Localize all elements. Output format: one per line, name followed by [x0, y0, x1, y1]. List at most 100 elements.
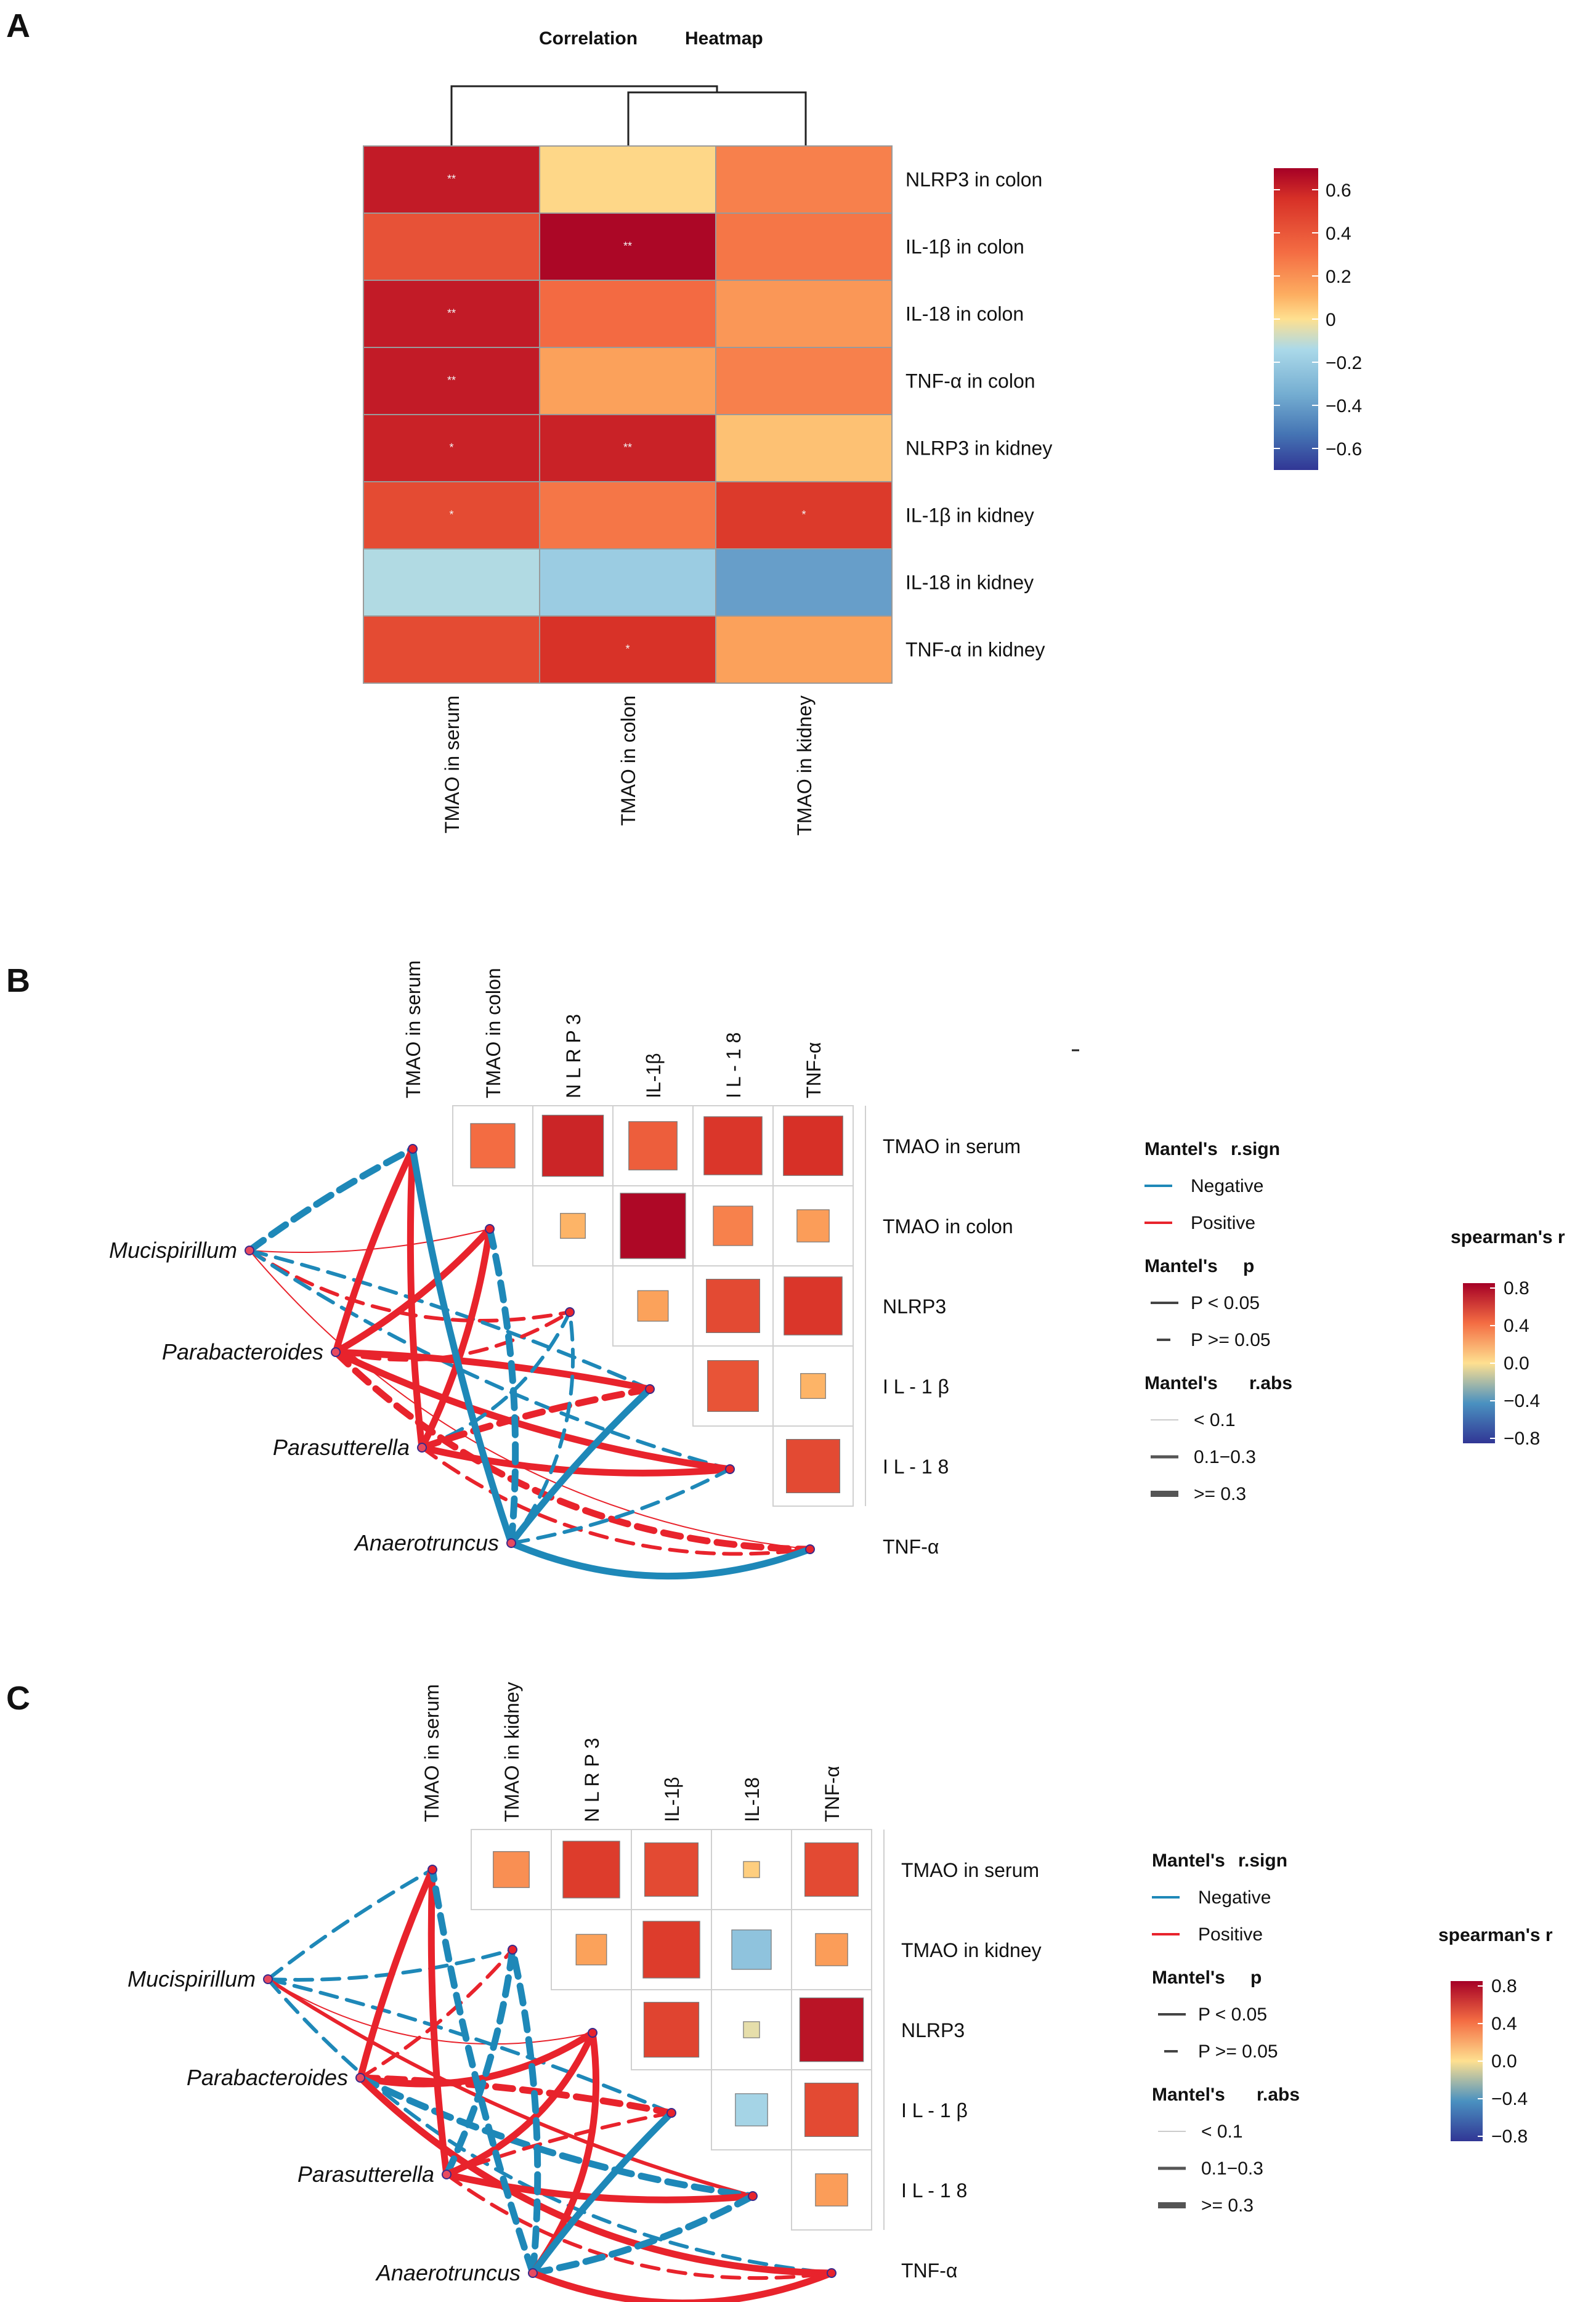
heatmap-row-label: NLRP3 in colon [905, 169, 1042, 191]
correlation-square [470, 1123, 516, 1169]
heatmap-cell [539, 347, 716, 415]
heatmap-column-label: TMAO in serum [441, 695, 463, 833]
network-row-label: I L - 1 8 [883, 1456, 949, 1478]
correlation-grid [452, 1105, 866, 1507]
panel-b: B TMAO in serum TMAO in colon N L R P 3 IL-… [6, 960, 1565, 1580]
colorbar-a-tick-label: −0.2 [1326, 353, 1362, 373]
heatmap-cell [715, 213, 893, 281]
correlation-square [804, 1842, 859, 1897]
network-column-label: IL-1β [661, 1777, 683, 1822]
network-column-labels: TMAO in serum TMAO in kidney N L R P 3 IL-1… [421, 1682, 843, 1822]
mantel-link [445, 2173, 833, 2280]
network-row-label: I L - 1 β [901, 2099, 968, 2122]
correlation-square [706, 1279, 760, 1333]
network-row-labels: TMAO in serum TMAO in colon NLRP3 I L - 1 β… [883, 1135, 1021, 1558]
significance-mark: * [625, 643, 630, 655]
taxon-label: Parabacteroides [187, 2065, 348, 2090]
heatmap-cell [715, 347, 893, 415]
significance-mark: ** [447, 173, 456, 185]
mantel-link [509, 1946, 541, 2277]
colorbar-tick-label: 0.4 [1491, 2014, 1517, 2034]
correlation-square [815, 1933, 848, 1966]
mantel-link [332, 1145, 416, 1356]
heatmap-column-labels: TMAO in serum TMAO in colon TMAO in kidney [441, 695, 816, 836]
grid-cell [791, 2149, 872, 2231]
taxon-node [245, 1246, 254, 1255]
colorbar-a-tick-label: 0 [1326, 310, 1336, 330]
colorbar-a-tick-label: 0.6 [1326, 180, 1351, 201]
panel-b-label: B [6, 962, 30, 999]
legend-sign-title: r.sign [1238, 1850, 1287, 1871]
correlation-square [637, 1290, 669, 1322]
mantel-link [529, 2109, 675, 2277]
mantel-links [266, 1866, 835, 2302]
correlation-square [560, 1213, 586, 1239]
mantel-link [443, 2171, 756, 2203]
correlation-square [735, 2093, 768, 2126]
correlation-square [804, 2083, 859, 2137]
taxon-label: Parabacteroides [162, 1339, 323, 1364]
network-row-label: TMAO in serum [901, 1859, 1039, 1881]
legend-p-title: Mantel's [1152, 1968, 1225, 1988]
network-column-label: TNF-α [803, 1042, 825, 1098]
mantel-link [249, 1250, 811, 1550]
variable-node [666, 2108, 676, 2118]
heatmap-cell [715, 481, 893, 549]
variable-node [805, 1544, 815, 1554]
colorbar-a: 0.6 0.4 0.2 0 −0.2 −0.4 −0.6 [1274, 168, 1362, 470]
colorbar-a-tick-label: 0.4 [1326, 224, 1351, 244]
heatmap-row-label: TNF-α in colon [905, 370, 1035, 392]
colorbar-a-tick-label: −0.6 [1326, 439, 1362, 460]
heatmap-cell [539, 145, 716, 214]
mantel-link [357, 2074, 835, 2277]
heatmap-cells: ********* *** ** [363, 145, 893, 684]
taxon-node [528, 2268, 538, 2278]
network-column-label: TMAO in serum [421, 1684, 443, 1822]
significance-mark: * [449, 442, 453, 454]
network-row-label: TMAO in serum [883, 1135, 1021, 1157]
network-b: TMAO in serum TMAO in colon N L R P 3 IL-1β… [109, 960, 1565, 1580]
colorbar-tick-label: −0.4 [1491, 2089, 1528, 2109]
colorbar-tick-label: 0.8 [1491, 1976, 1517, 1996]
heatmap-cell [363, 213, 540, 281]
correlation-square [815, 2173, 848, 2207]
legend-r-item: < 0.1 [1201, 2122, 1243, 2142]
network-nodes [263, 1865, 836, 2278]
panel-c-label: C [6, 1680, 30, 1717]
mantel-link [266, 1977, 755, 2198]
mantel-link [266, 1977, 673, 2115]
correlation-square [562, 1841, 620, 1899]
heatmap-cell [539, 213, 716, 281]
colorbar-tick-label: 0.0 [1491, 2051, 1517, 2072]
variable-node [827, 2268, 836, 2278]
legend-r-item: >= 0.3 [1201, 2195, 1254, 2216]
heatmap-cell [363, 414, 540, 482]
network-column-label: IL-18 [741, 1777, 763, 1822]
correlation-square [786, 1439, 840, 1493]
mantel-link [508, 1539, 814, 1580]
network-nodes [245, 1144, 815, 1554]
network-row-label: NLRP3 [883, 1295, 946, 1318]
heatmap-row-label: IL-18 in colon [905, 303, 1024, 325]
mantel-link [248, 1249, 572, 1323]
network-row-label: NLRP3 [901, 2019, 965, 2041]
correlation-square [707, 1360, 759, 1412]
network-row-label: TMAO in kidney [901, 1939, 1042, 1961]
network-row-label: TMAO in colon [883, 1215, 1013, 1238]
colorbar-a-ticks: 0.6 0.4 0.2 0 −0.2 −0.4 −0.6 [1274, 180, 1362, 460]
correlation-square [643, 2001, 700, 2058]
mantel-link [409, 1145, 515, 1547]
legend-sign-item: Positive [1198, 1924, 1263, 1945]
taxon-label: Anaerotruncus [375, 2260, 521, 2285]
variable-node [408, 1144, 418, 1154]
legend-p-item: P < 0.05 [1198, 2004, 1267, 2025]
mantel-link [358, 1948, 514, 2080]
network-row-label: TNF-α [883, 1536, 939, 1558]
network-column-labels: TMAO in serum TMAO in colon N L R P 3 IL-1β… [402, 960, 825, 1098]
mantel-link [248, 1249, 652, 1391]
mantel-link [266, 1868, 434, 1981]
correlation-grid [471, 1829, 885, 2231]
legend-sign-item: Negative [1191, 1176, 1263, 1196]
